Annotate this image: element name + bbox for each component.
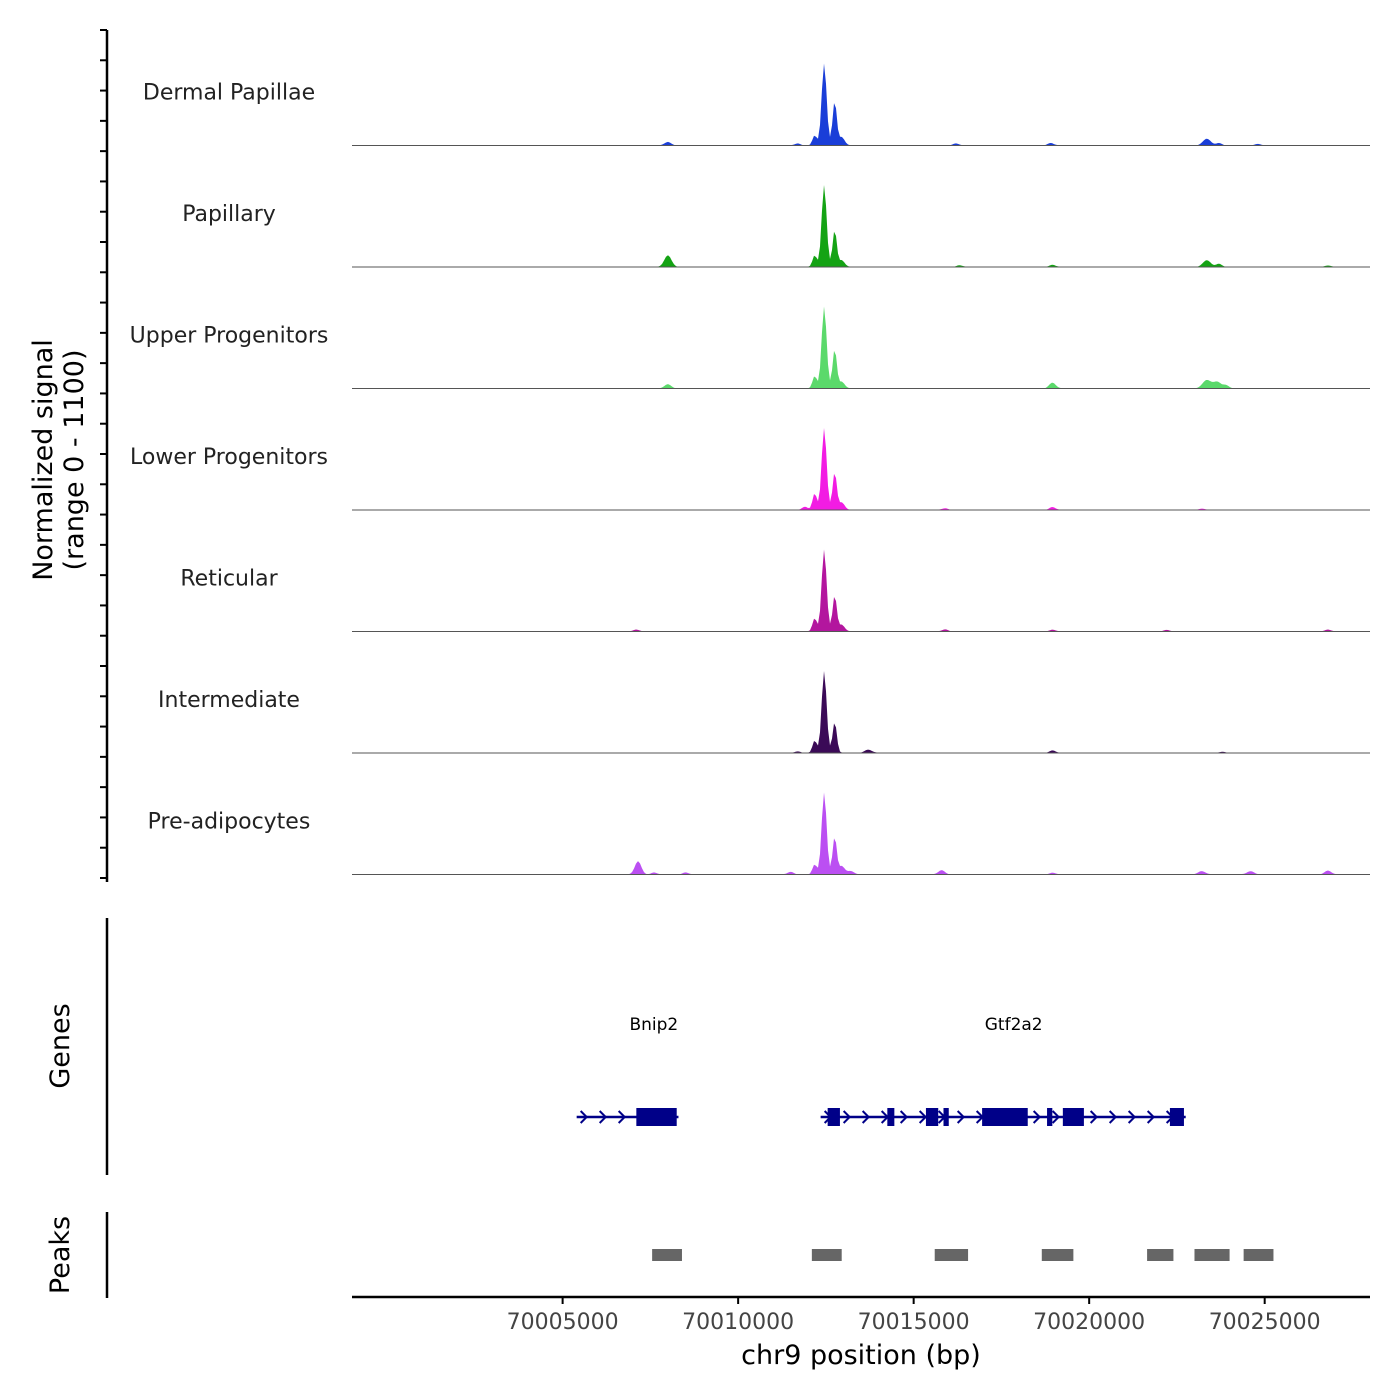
gene-exon	[887, 1108, 895, 1126]
track-dermal-papillae: Dermal Papillae	[143, 63, 1370, 146]
track-signal-area	[352, 306, 1370, 389]
x-tick-label: 70020000	[1033, 1310, 1145, 1335]
track-label: Papillary	[182, 202, 276, 227]
track-papillary: Papillary	[182, 184, 1370, 268]
strand-arrow	[1032, 1110, 1042, 1124]
gene-exon	[636, 1108, 677, 1126]
gene-gtf2a2: Gtf2a2	[820, 1015, 1186, 1126]
strand-arrow	[1127, 1110, 1137, 1124]
gene-exon	[982, 1108, 1028, 1126]
peak-region	[1194, 1249, 1230, 1261]
gene-label: Gtf2a2	[985, 1015, 1043, 1035]
track-signal-area	[352, 427, 1370, 510]
gene-exon	[827, 1108, 840, 1126]
peak-region	[811, 1249, 842, 1261]
signal-tracks: Dermal Papillae Papillary Upper Progenitor…	[130, 63, 1370, 875]
y-axis-label-line1: Normalized signal	[28, 339, 59, 581]
track-signal-area	[352, 549, 1370, 632]
track-signal-area	[352, 670, 1370, 753]
strand-arrow	[956, 1110, 966, 1124]
strand-arrow	[918, 1110, 928, 1124]
track-label: Pre-adipocytes	[148, 810, 311, 835]
gene-exon	[1169, 1108, 1184, 1126]
track-signal-area	[352, 63, 1370, 146]
track-intermediate: Intermediate	[158, 670, 1370, 754]
x-tick-label: 70025000	[1209, 1310, 1321, 1335]
track-label: Dermal Papillae	[143, 81, 315, 106]
peak-regions	[652, 1249, 1274, 1261]
gene-exon	[1047, 1108, 1053, 1126]
x-tick-label: 70010000	[682, 1310, 794, 1335]
peak-region	[1243, 1249, 1274, 1261]
gene-exon	[943, 1108, 949, 1126]
peaks-panel-label: Peaks	[45, 1216, 76, 1294]
strand-arrow	[1089, 1110, 1099, 1124]
track-upper-progenitors: Upper Progenitors	[130, 306, 1370, 389]
y-axis-label-line2: (range 0 - 1100)	[59, 350, 90, 571]
track-signal-area	[352, 792, 1370, 875]
strand-arrow	[1051, 1110, 1061, 1124]
peak-region	[1147, 1249, 1174, 1261]
strand-arrow	[1146, 1110, 1156, 1124]
track-pre-adipocytes: Pre-adipocytes	[148, 792, 1370, 875]
strand-arrow	[617, 1110, 627, 1124]
gene-annotations: Bnip2 Gtf2a2	[576, 1015, 1186, 1126]
track-label: Lower Progenitors	[130, 445, 328, 470]
genes-panel-label: Genes	[45, 1003, 76, 1088]
strand-arrow	[1108, 1110, 1118, 1124]
gene-label: Bnip2	[629, 1015, 678, 1035]
x-axis-label: chr9 position (bp)	[741, 1340, 981, 1371]
strand-arrow	[842, 1110, 852, 1124]
track-lower-progenitors: Lower Progenitors	[130, 427, 1370, 511]
x-tick-label: 70015000	[858, 1310, 970, 1335]
track-label: Upper Progenitors	[130, 324, 329, 349]
peak-region	[1041, 1249, 1074, 1261]
signal-y-ticks	[100, 29, 107, 879]
gene-bnip2: Bnip2	[576, 1015, 679, 1126]
peak-region	[934, 1249, 969, 1261]
peak-region	[652, 1249, 682, 1261]
gene-exon	[925, 1108, 939, 1126]
track-reticular: Reticular	[180, 549, 1370, 632]
track-label: Reticular	[180, 567, 278, 592]
x-axis-ticks: 70005000 70010000 70015000 70020000 70025000	[507, 1297, 1321, 1335]
strand-arrow	[579, 1110, 589, 1124]
track-label: Intermediate	[158, 688, 300, 713]
track-signal-area	[352, 184, 1370, 267]
gene-exon	[1062, 1108, 1084, 1126]
strand-arrow	[899, 1110, 909, 1124]
x-tick-label: 70005000	[507, 1310, 619, 1335]
strand-arrow	[861, 1110, 871, 1124]
strand-arrow	[598, 1110, 608, 1124]
